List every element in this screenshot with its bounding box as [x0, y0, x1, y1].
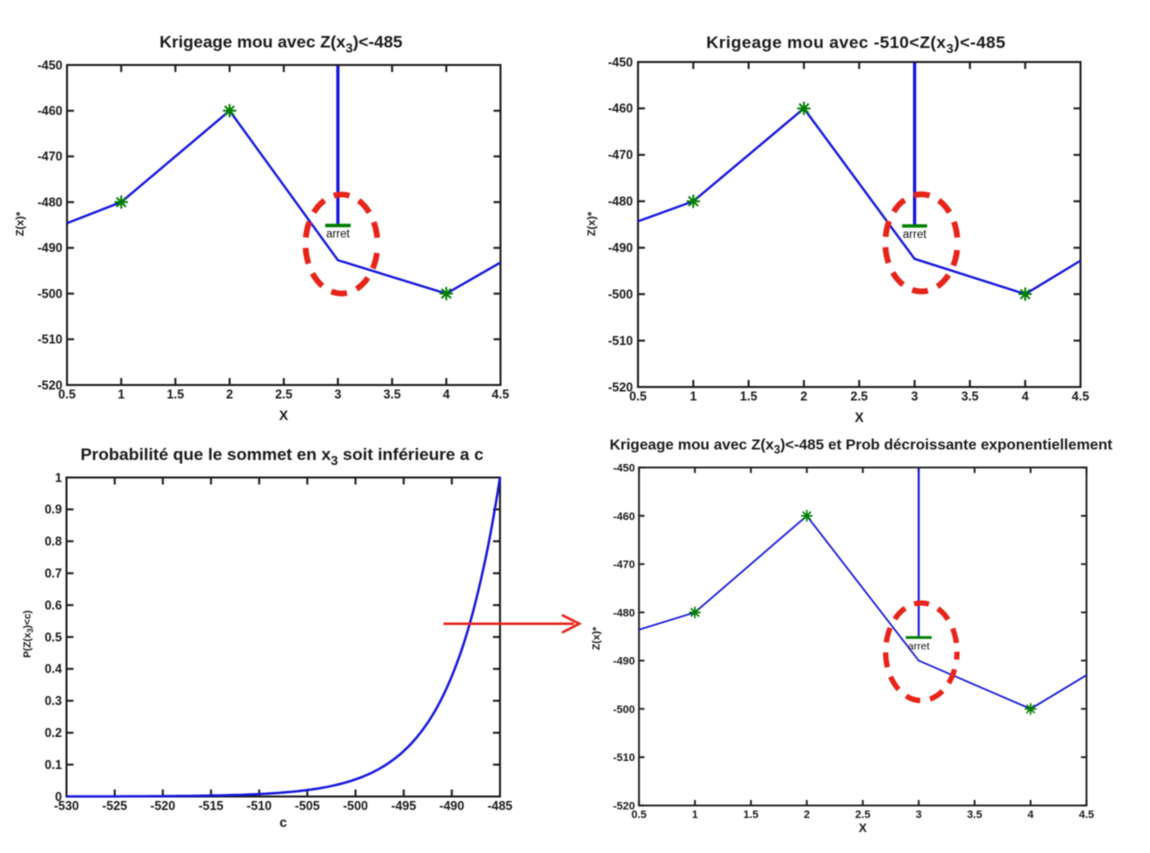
svg-text:0: 0	[55, 790, 62, 804]
svg-text:4.5: 4.5	[1072, 390, 1089, 404]
svg-text:0.5: 0.5	[631, 809, 646, 821]
svg-text:Krigeage mou avec Z(x3)<-485: Krigeage mou avec Z(x3)<-485	[160, 33, 403, 56]
svg-text:-470: -470	[608, 148, 633, 162]
svg-text:2.5: 2.5	[855, 809, 870, 821]
svg-text:-495: -495	[391, 799, 416, 813]
svg-text:1: 1	[118, 388, 125, 402]
svg-text:arret: arret	[908, 641, 930, 653]
svg-text:1.5: 1.5	[743, 809, 758, 821]
svg-text:2: 2	[804, 809, 810, 821]
svg-text:Krigeage mou avec Z(x3)<-485 e: Krigeage mou avec Z(x3)<-485 et Prob déc…	[610, 437, 1113, 457]
svg-text:1.5: 1.5	[740, 390, 757, 404]
svg-text:-480: -480	[613, 607, 635, 619]
svg-text:2.5: 2.5	[275, 388, 292, 402]
svg-text:P(Z(x3)<c): P(Z(x3)<c)	[23, 610, 36, 658]
svg-text:Krigeage mou avec -510<Z(x3)<-: Krigeage mou avec -510<Z(x3)<-485	[706, 33, 1005, 56]
svg-text:0.5: 0.5	[58, 388, 75, 402]
svg-text:-470: -470	[613, 559, 635, 571]
svg-text:-480: -480	[37, 195, 62, 209]
svg-text:0.2: 0.2	[45, 726, 62, 740]
svg-text:1: 1	[690, 390, 697, 404]
svg-text:0.5: 0.5	[45, 630, 62, 644]
svg-text:-485: -485	[487, 799, 512, 813]
svg-text:0.5: 0.5	[629, 390, 646, 404]
svg-text:0.8: 0.8	[45, 535, 62, 549]
svg-text:4: 4	[443, 388, 450, 402]
svg-text:X: X	[859, 821, 867, 835]
svg-text:0.1: 0.1	[45, 758, 62, 772]
svg-text:3: 3	[334, 388, 341, 402]
svg-text:-460: -460	[37, 104, 62, 118]
svg-text:-490: -490	[439, 799, 464, 813]
svg-text:-500: -500	[343, 799, 368, 813]
svg-text:-490: -490	[37, 241, 62, 255]
svg-text:0.9: 0.9	[45, 503, 62, 517]
svg-text:-460: -460	[613, 511, 635, 523]
svg-text:-510: -510	[247, 799, 272, 813]
svg-text:4: 4	[1022, 390, 1029, 404]
svg-text:-450: -450	[608, 55, 633, 69]
svg-text:Z(x)*: Z(x)*	[591, 626, 603, 650]
svg-text:1.5: 1.5	[167, 388, 184, 402]
svg-text:0.4: 0.4	[45, 662, 62, 676]
svg-text:4.5: 4.5	[1079, 809, 1094, 821]
svg-text:3.5: 3.5	[383, 388, 400, 402]
svg-text:3.5: 3.5	[961, 390, 978, 404]
svg-text:-520: -520	[608, 380, 633, 394]
svg-text:-510: -510	[613, 752, 635, 764]
svg-text:-520: -520	[150, 799, 175, 813]
svg-text:4: 4	[1028, 809, 1035, 821]
svg-text:3: 3	[911, 390, 918, 404]
svg-text:X: X	[855, 410, 864, 425]
svg-text:-490: -490	[608, 241, 633, 255]
svg-text:-470: -470	[37, 150, 62, 164]
svg-text:3: 3	[916, 809, 922, 821]
svg-text:Z(x)*: Z(x)*	[586, 211, 598, 236]
svg-text:c: c	[279, 815, 287, 830]
svg-text:-450: -450	[37, 58, 62, 72]
svg-text:2.5: 2.5	[851, 390, 868, 404]
svg-text:-510: -510	[37, 333, 62, 347]
svg-text:2: 2	[226, 388, 233, 402]
svg-text:3.5: 3.5	[967, 809, 982, 821]
svg-text:4.5: 4.5	[492, 388, 509, 402]
svg-text:1: 1	[692, 809, 698, 821]
svg-text:X: X	[279, 408, 288, 423]
svg-text:-450: -450	[613, 463, 635, 475]
svg-text:Probabilité que le sommet en x: Probabilité que le sommet en x3 soit inf…	[80, 445, 483, 468]
svg-text:-500: -500	[608, 287, 633, 301]
svg-text:-460: -460	[608, 102, 633, 116]
svg-text:-515: -515	[198, 799, 223, 813]
svg-text:1: 1	[55, 471, 62, 485]
svg-text:-520: -520	[37, 378, 62, 392]
svg-text:2: 2	[800, 390, 807, 404]
svg-text:arret: arret	[903, 229, 927, 241]
svg-text:0.6: 0.6	[45, 598, 62, 612]
svg-text:-480: -480	[608, 195, 633, 209]
svg-text:-500: -500	[37, 287, 62, 301]
svg-text:0.7: 0.7	[45, 567, 62, 581]
svg-text:-505: -505	[295, 799, 320, 813]
svg-text:-525: -525	[102, 799, 127, 813]
svg-text:arret: arret	[326, 229, 350, 241]
svg-text:-530: -530	[54, 799, 79, 813]
svg-text:-500: -500	[613, 704, 635, 716]
svg-text:Z(x)*: Z(x)*	[15, 211, 27, 236]
svg-text:0.3: 0.3	[45, 694, 62, 708]
svg-text:-520: -520	[613, 801, 635, 813]
svg-text:-490: -490	[613, 656, 635, 668]
svg-text:-510: -510	[608, 334, 633, 348]
